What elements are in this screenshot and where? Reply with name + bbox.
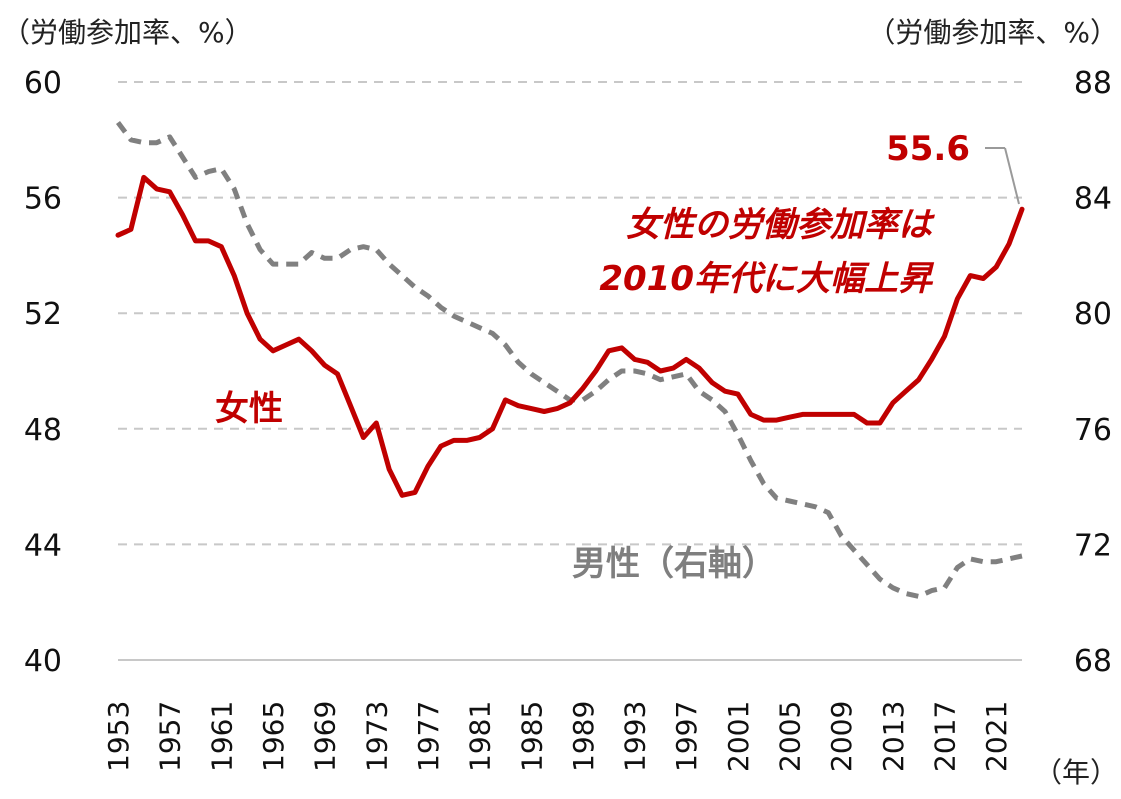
x-tick-label: 1961	[205, 701, 238, 772]
x-tick-label: 1969	[309, 701, 342, 772]
left-tick-label: 48	[24, 413, 62, 448]
x-tick-label: 2021	[980, 701, 1013, 772]
x-tick-label: 1989	[567, 701, 600, 772]
right-tick-label: 68	[1074, 644, 1112, 679]
x-tick-label: 2001	[722, 701, 755, 772]
x-tick-label: 2017	[929, 701, 962, 772]
right-y-axis-ticks: 88 84 80 76 72 68	[1074, 66, 1112, 679]
left-tick-label: 60	[24, 66, 62, 101]
x-axis-ticks: 1953 1957 1961 1965 1969 1973 1977 1981 1985 1989…	[102, 701, 1013, 772]
x-tick-label: 1977	[412, 701, 445, 772]
right-tick-label: 72	[1074, 528, 1112, 563]
left-axis-label: （労働参加率、%）	[2, 16, 253, 49]
x-tick-label: 1965	[257, 701, 290, 772]
x-tick-label: 1953	[102, 701, 135, 772]
right-tick-label: 80	[1074, 297, 1112, 332]
x-tick-label: 1981	[464, 701, 497, 772]
left-tick-label: 56	[24, 182, 62, 217]
x-tick-label: 1993	[619, 701, 652, 772]
left-y-axis-ticks: 60 56 52 48 44 40	[24, 66, 62, 679]
right-tick-label: 84	[1074, 182, 1112, 217]
annotation-line-2: 2010年代に大幅上昇	[599, 259, 935, 299]
grid-lines	[118, 81, 1022, 661]
series-line-female	[115, 174, 1025, 498]
x-tick-label: 1985	[515, 701, 548, 772]
x-tick-label: 1957	[154, 701, 187, 772]
series-label-female: 女性	[215, 389, 283, 429]
left-tick-label: 40	[24, 644, 62, 679]
series-label-male: 男性（右軸）	[572, 544, 776, 584]
series-line-male	[115, 121, 1023, 599]
annotation-line-1: 女性の労働参加率は	[626, 205, 935, 245]
right-axis-label: （労働参加率、%）	[867, 16, 1118, 49]
value-callout-leader-diagonal	[1004, 147, 1020, 205]
right-tick-label: 76	[1074, 413, 1112, 448]
x-tick-label: 2013	[877, 701, 910, 772]
right-tick-label: 88	[1074, 66, 1112, 101]
x-unit-label: （年）	[1034, 756, 1118, 789]
x-tick-label: 2009	[825, 701, 858, 772]
x-tick-label: 2005	[774, 701, 807, 772]
left-tick-label: 44	[24, 528, 62, 563]
x-tick-label: 1997	[670, 701, 703, 772]
x-tick-label: 1973	[360, 701, 393, 772]
left-tick-label: 52	[24, 297, 62, 332]
end-value-label: 55.6	[886, 129, 970, 169]
